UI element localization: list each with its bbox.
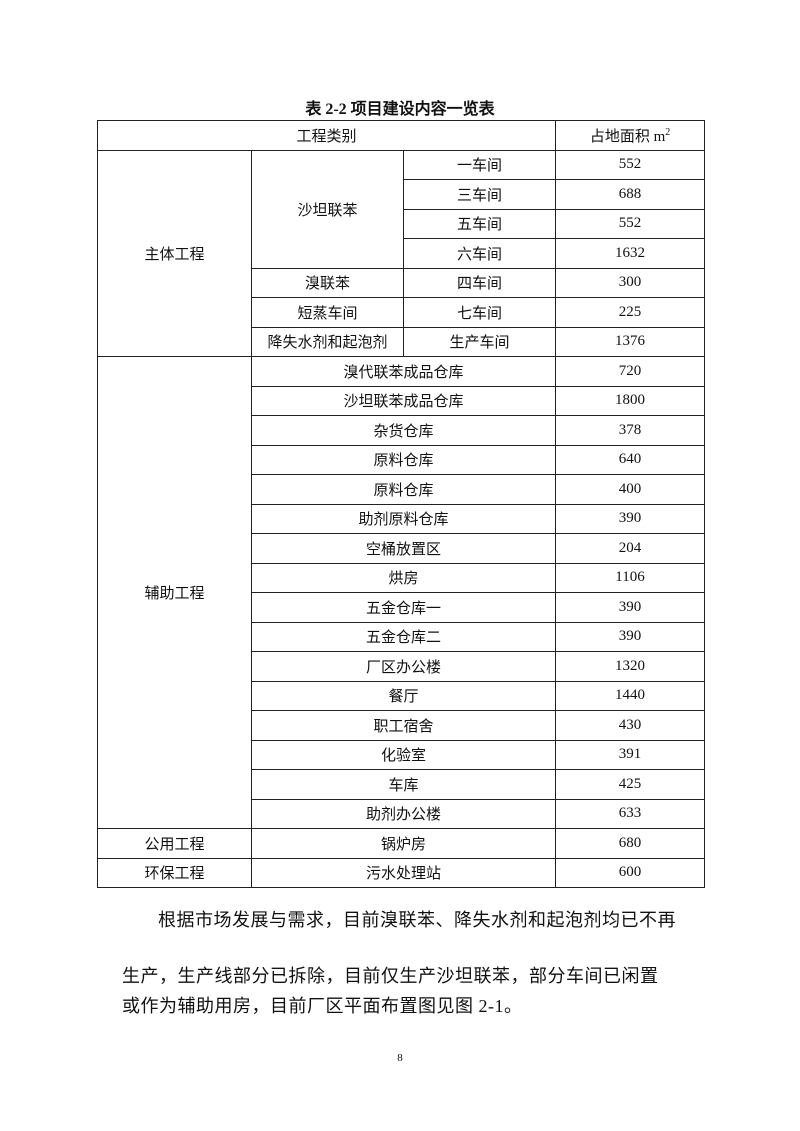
area-value: 1106 — [555, 562, 706, 593]
area-value: 390 — [555, 503, 706, 534]
table-row: 助剂原料仓库 390 — [98, 503, 706, 534]
product-group: 沙坦联苯 — [251, 149, 404, 269]
area-value: 430 — [555, 710, 706, 741]
table-header-row: 工程类别 占地面积 m2 — [96, 120, 706, 151]
table-caption: 表 2-2 项目建设内容一览表 — [305, 101, 495, 118]
table-row: 公用工程 锅炉房 680 — [97, 828, 706, 859]
facility: 沙坦联苯成品仓库 — [250, 385, 557, 416]
area-value: 300 — [555, 267, 706, 298]
area-value: 390 — [555, 592, 706, 623]
workshop: 一车间 — [402, 149, 557, 180]
category-aux: 辅助工程 — [97, 356, 252, 829]
area-value: 425 — [555, 769, 706, 800]
area-value: 1632 — [555, 238, 706, 269]
table-row: 原料仓库 640 — [98, 444, 706, 475]
table-row: 降失水剂和起泡剂 生产车间 1376 — [98, 326, 706, 357]
facility: 助剂办公楼 — [250, 798, 557, 829]
workshop: 七车间 — [402, 297, 557, 328]
table-row: 短蒸车间 七车间 225 — [98, 297, 706, 328]
table-row: 辅助工程 溴代联苯成品仓库 720 — [97, 356, 706, 829]
facility: 五金仓库一 — [250, 592, 557, 623]
table-row: 六车间 1632 — [98, 238, 706, 269]
table-row: 化验室 391 — [98, 739, 706, 770]
facility: 助剂原料仓库 — [250, 503, 557, 534]
area-value: 1800 — [555, 385, 706, 416]
table-row: 沙坦联苯成品仓库 1800 — [98, 385, 706, 416]
product-group: 降失水剂和起泡剂 — [251, 326, 404, 357]
facility: 厂区办公楼 — [250, 651, 557, 682]
workshop: 五车间 — [402, 208, 557, 239]
facility: 车库 — [250, 769, 557, 800]
facility: 原料仓库 — [250, 444, 557, 475]
header-area: 占地面积 m2 — [555, 120, 706, 151]
table-row: 空桶放置区 204 — [98, 533, 706, 564]
area-value: 1376 — [555, 326, 706, 357]
product-group: 短蒸车间 — [251, 297, 404, 328]
table-row: 职工宿舍 430 — [98, 710, 706, 741]
table-row: 五金仓库一 390 — [98, 592, 706, 623]
paragraph-line-3: 或作为辅助用房，目前厂区平面布置图见图 2-1。 — [122, 996, 523, 1016]
area-value: 680 — [555, 828, 706, 859]
area-value: 390 — [555, 621, 706, 652]
area-value: 688 — [555, 179, 706, 210]
project-construction-table: 工程类别 占地面积 m2 主体工程 沙坦联苯 一车间 552 三车间 688 五车间 552 六… — [96, 120, 706, 888]
table-row: 烘房 1106 — [98, 562, 706, 593]
facility: 原料仓库 — [250, 474, 557, 505]
facility: 烘房 — [250, 562, 557, 593]
area-value: 391 — [555, 739, 706, 770]
area-value: 225 — [555, 297, 706, 328]
facility: 五金仓库二 — [250, 621, 557, 652]
workshop: 六车间 — [402, 238, 557, 269]
area-value: 552 — [555, 149, 706, 180]
category-public: 公用工程 — [97, 828, 252, 859]
facility: 空桶放置区 — [250, 533, 557, 564]
area-value: 640 — [555, 444, 706, 475]
paragraph-line-1: 根据市场发展与需求，目前溴联苯、降失水剂和起泡剂均已不再 — [158, 910, 676, 930]
workshop: 四车间 — [402, 267, 557, 298]
facility: 餐厅 — [250, 680, 557, 711]
area-value: 552 — [555, 208, 706, 239]
area-value: 633 — [555, 798, 706, 829]
table-row: 环保工程 污水处理站 600 — [97, 857, 706, 888]
table-row: 五车间 552 — [98, 208, 706, 239]
facility: 溴代联苯成品仓库 — [250, 356, 557, 387]
area-value: 400 — [555, 474, 706, 505]
category-env: 环保工程 — [97, 857, 252, 888]
facility: 化验室 — [250, 739, 557, 770]
product-group: 溴联苯 — [251, 267, 404, 298]
area-value: 1440 — [555, 680, 706, 711]
area-value: 204 — [555, 533, 706, 564]
page-number: 8 — [397, 1052, 403, 1064]
workshop: 三车间 — [402, 179, 557, 210]
table-row: 助剂办公楼 633 — [98, 798, 706, 829]
facility: 锅炉房 — [250, 828, 557, 859]
facility: 职工宿舍 — [250, 710, 557, 741]
header-category: 工程类别 — [96, 120, 557, 151]
area-value: 378 — [555, 415, 706, 446]
facility: 杂货仓库 — [250, 415, 557, 446]
area-value: 600 — [555, 857, 706, 888]
table-row: 溴联苯 四车间 300 — [98, 267, 706, 298]
paragraph-line-2: 生产，生产线部分已拆除，目前仅生产沙坦联苯，部分车间已闲置 — [122, 966, 659, 986]
table-row: 三车间 688 — [98, 179, 706, 210]
area-value: 720 — [555, 356, 706, 387]
table-row: 五金仓库二 390 — [98, 621, 706, 652]
table-row: 主体工程 沙坦联苯 一车间 552 — [97, 149, 706, 357]
area-value: 1320 — [555, 651, 706, 682]
category-main: 主体工程 — [97, 149, 252, 357]
facility: 污水处理站 — [250, 857, 557, 888]
workshop: 生产车间 — [402, 326, 557, 357]
